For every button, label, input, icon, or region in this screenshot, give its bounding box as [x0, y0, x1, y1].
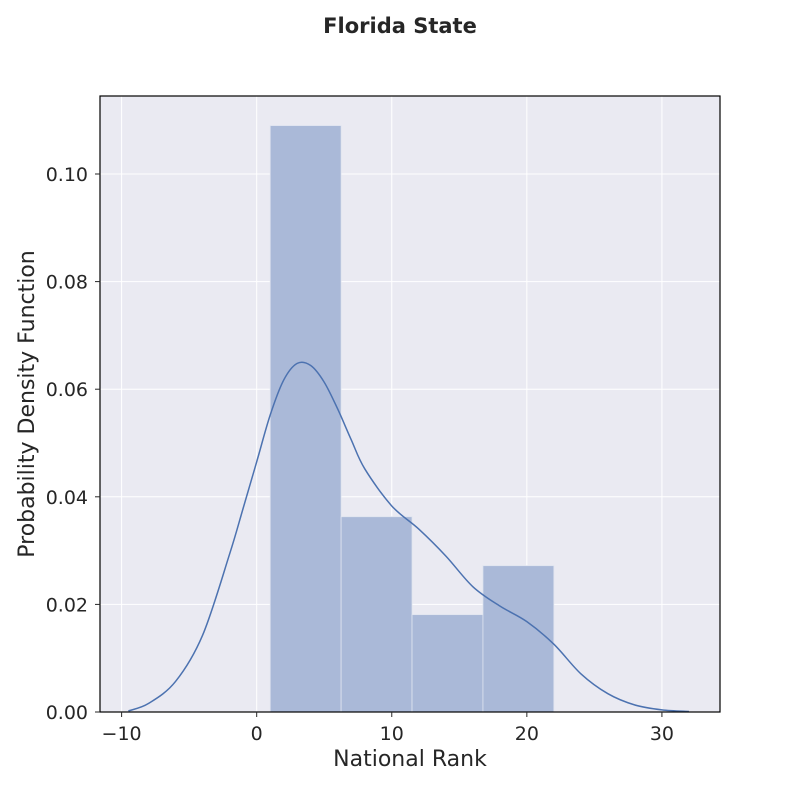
y-tick-label: 0.04 — [46, 487, 88, 509]
y-tick-label: 0.02 — [46, 594, 88, 616]
histogram-bar — [482, 565, 555, 713]
y-axis-label: Probability Density Function — [15, 250, 40, 558]
histogram-bar — [411, 614, 484, 713]
x-tick-label: 0 — [251, 723, 263, 745]
y-tick-label: 0.00 — [46, 702, 88, 724]
kde-curve — [128, 361, 689, 713]
x-tick-label: 30 — [650, 723, 674, 745]
y-tick-label: 0.08 — [46, 272, 88, 294]
histogram-bar — [269, 125, 342, 713]
x-axis-label: National Rank — [333, 747, 487, 772]
histogram-bar — [340, 516, 413, 713]
x-tick-label: 10 — [380, 723, 404, 745]
histogram-bars — [269, 125, 555, 713]
plot-frame — [99, 95, 721, 713]
chart-title: Florida State — [323, 14, 477, 38]
y-tick-label: 0.10 — [46, 164, 88, 186]
y-axis-ticks: 0.00 0.02 0.04 0.06 0.08 0.10 — [46, 164, 100, 724]
x-axis-ticks: −10 0 10 20 30 — [102, 712, 674, 745]
y-tick-label: 0.06 — [46, 379, 88, 401]
x-tick-label: −10 — [102, 723, 142, 745]
grid-lines — [100, 96, 720, 713]
x-tick-label: 20 — [515, 723, 539, 745]
